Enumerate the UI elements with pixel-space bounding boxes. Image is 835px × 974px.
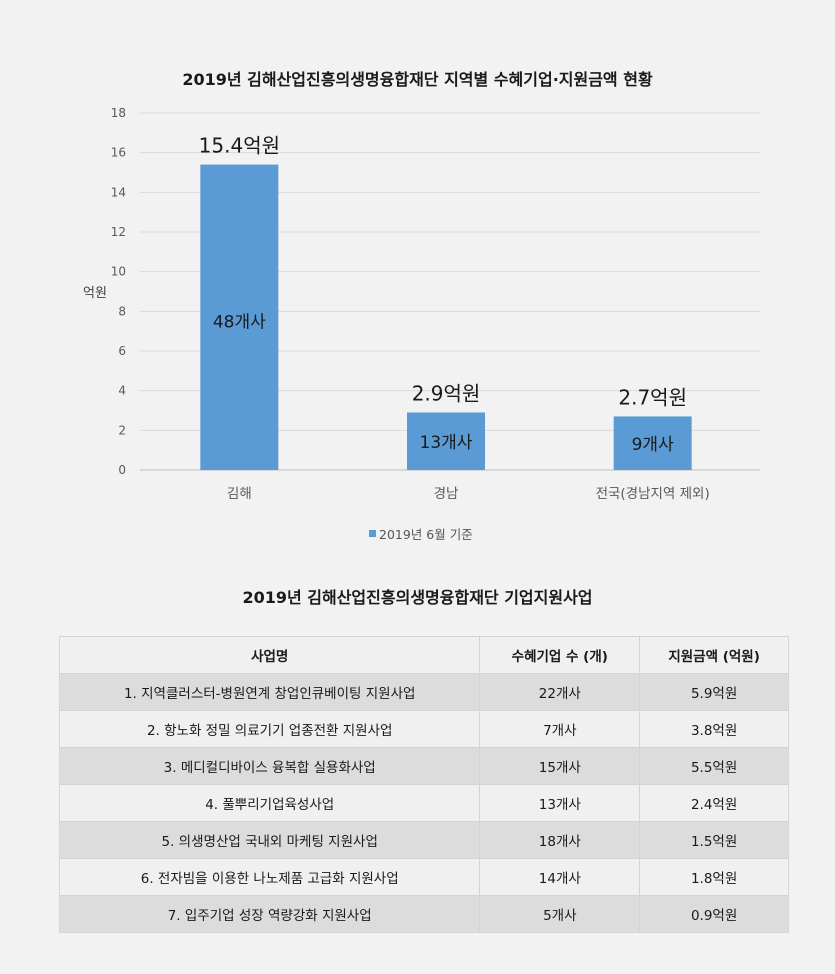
table-row: 4. 풀뿌리기업육성사업 13개사 2.4억원	[58, 784, 789, 822]
company-count-cell: 15개사	[479, 747, 641, 785]
bar-count-label: 9개사	[632, 435, 674, 455]
chart-legend: 2019년 6월 기준	[369, 524, 473, 543]
y-tick-label: 0	[118, 463, 126, 477]
program-name-cell: 6. 전자빔을 이용한 나노제품 고급화 지원사업	[58, 858, 481, 896]
y-tick-label: 16	[111, 146, 126, 160]
program-name-cell: 2. 항노화 정밀 의료기기 업종전환 지원사업	[58, 710, 481, 748]
bar	[200, 164, 279, 471]
support-amount-cell: 2.4억원	[639, 784, 789, 822]
company-count-cell: 18개사	[479, 821, 641, 859]
company-count-cell: 5개사	[479, 895, 641, 933]
program-name-cell: 5. 의생명산업 국내외 마케팅 지원사업	[58, 821, 481, 859]
table-row: 2. 항노화 정밀 의료기기 업종전환 지원사업 7개사 3.8억원	[58, 710, 789, 748]
support-amount-cell: 0.9억원	[639, 895, 789, 933]
program-name-cell: 4. 풀뿌리기업육성사업	[58, 784, 481, 822]
x-category-label: 전국(경남지역 제외)	[596, 486, 710, 502]
y-tick-label: 14	[111, 185, 126, 199]
y-axis-label: 억원	[83, 286, 107, 301]
support-amount-cell: 3.8억원	[639, 710, 789, 748]
support-amount-cell: 1.8억원	[639, 858, 789, 896]
x-category-label: 경남	[434, 486, 459, 502]
bar	[613, 416, 692, 470]
y-tick-label: 2	[118, 423, 126, 437]
y-tick-label: 4	[118, 384, 126, 398]
program-name-cell: 1. 지역클러스터-병원연계 창업인큐베이팅 지원사업	[58, 673, 481, 711]
table-row: 7. 입주기업 성장 역량강화 지원사업 5개사 0.9억원	[58, 895, 789, 933]
program-name-cell: 7. 입주기업 성장 역량강화 지원사업	[58, 895, 481, 933]
support-program-table: 사업명 수혜기업 수 (개) 지원금액 (억원) 1. 지역클러스터-병원연계 …	[58, 636, 789, 933]
support-amount-cell: 5.5억원	[639, 747, 789, 785]
bar-value-label: 2.7억원	[618, 385, 687, 409]
program-name-cell: 3. 메디컬디바이스 융복합 실용화사업	[58, 747, 481, 785]
table-row: 3. 메디컬디바이스 융복합 실용화사업 15개사 5.5억원	[58, 747, 789, 785]
bar-count-label: 48개사	[213, 312, 266, 332]
x-category-label: 김해	[227, 486, 252, 502]
legend-label: 2019년 6월 기준	[379, 527, 473, 542]
header-program-name: 사업명	[58, 636, 481, 674]
y-tick-label: 18	[111, 106, 126, 120]
y-tick-label: 8	[118, 304, 126, 318]
bar-value-label: 15.4억원	[199, 134, 280, 158]
company-count-cell: 22개사	[479, 673, 641, 711]
table-header-row: 사업명 수혜기업 수 (개) 지원금액 (억원)	[58, 636, 789, 674]
company-count-cell: 7개사	[479, 710, 641, 748]
support-amount-cell: 1.5억원	[639, 821, 789, 859]
y-tick-label: 6	[118, 344, 126, 358]
table-row: 5. 의생명산업 국내외 마케팅 지원사업 18개사 1.5억원	[58, 821, 789, 859]
header-support-amount: 지원금액 (억원)	[639, 636, 789, 674]
legend-swatch	[369, 530, 376, 537]
table-title: 2019년 김해산업진흥의생명융합재단 기업지원사업	[242, 588, 593, 607]
header-company-count: 수혜기업 수 (개)	[479, 636, 641, 674]
bar-value-label: 2.9억원	[412, 381, 481, 405]
support-amount-cell: 5.9억원	[639, 673, 789, 711]
chart-title: 2019년 김해산업진흥의생명융합재단 지역별 수혜기업·지원금액 현황	[182, 70, 653, 89]
company-count-cell: 13개사	[479, 784, 641, 822]
table-row: 1. 지역클러스터-병원연계 창업인큐베이팅 지원사업 22개사 5.9억원	[58, 673, 789, 711]
table-row: 6. 전자빔을 이용한 나노제품 고급화 지원사업 14개사 1.8억원	[58, 858, 789, 896]
y-tick-label: 12	[111, 225, 126, 239]
bar	[407, 412, 485, 470]
bar-count-label: 13개사	[420, 433, 473, 453]
company-count-cell: 14개사	[479, 858, 641, 896]
y-tick-label: 10	[111, 265, 126, 279]
